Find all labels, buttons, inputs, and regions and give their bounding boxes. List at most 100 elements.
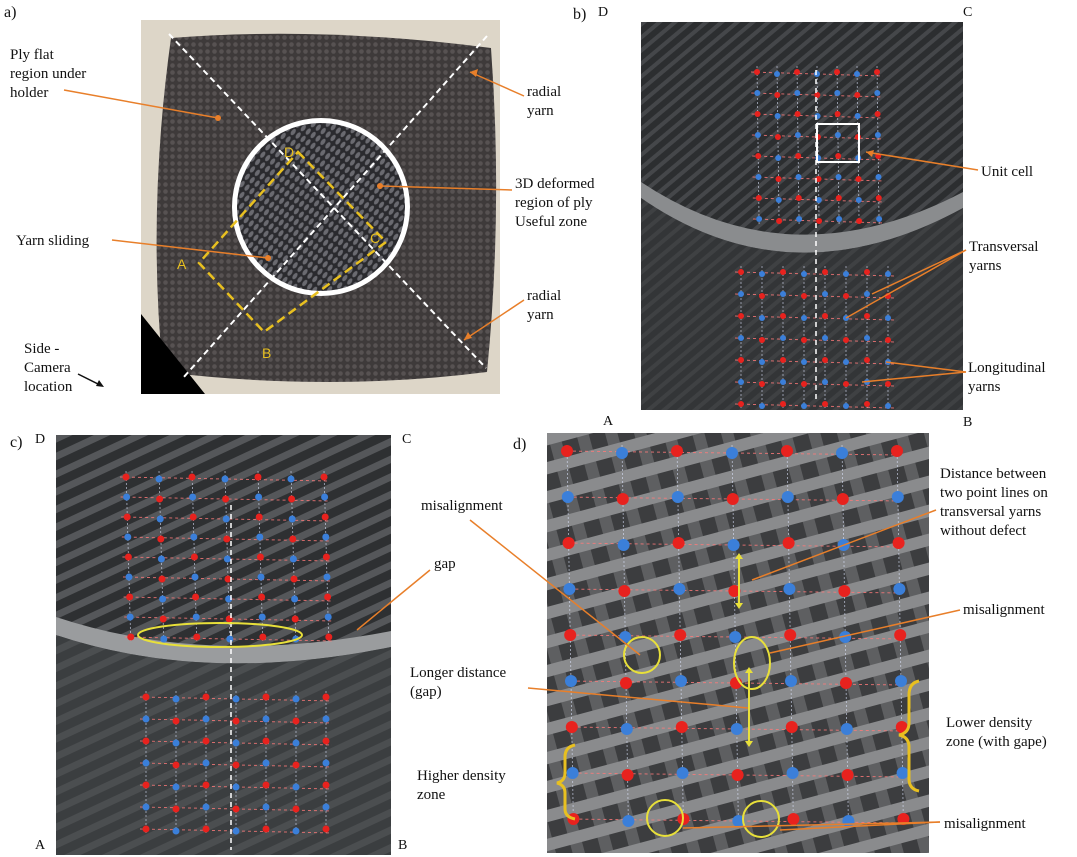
annot-unit-cell: Unit cell: [981, 164, 1034, 180]
blue-marker: [837, 539, 850, 551]
red-marker: [322, 693, 330, 701]
blue-marker: [289, 555, 297, 563]
red-marker: [759, 337, 765, 343]
red-marker: [754, 111, 761, 117]
blue-marker: [738, 379, 744, 385]
red-marker: [738, 357, 744, 363]
blue-marker: [223, 555, 231, 563]
blue-marker: [781, 491, 794, 503]
blue-marker: [322, 715, 330, 723]
red-marker: [254, 473, 262, 481]
red-marker: [262, 781, 270, 789]
red-marker: [885, 381, 891, 387]
panel-b-label: b): [573, 6, 587, 23]
blue-marker: [834, 90, 841, 96]
blue-marker: [759, 359, 765, 365]
red-marker: [895, 721, 908, 733]
blue-marker: [875, 174, 882, 180]
blue-marker: [801, 315, 807, 321]
red-marker: [292, 717, 300, 725]
blue-marker: [864, 291, 870, 297]
red-marker: [856, 218, 863, 224]
blue-marker: [738, 291, 744, 297]
panel-b-photo: [641, 22, 963, 410]
red-marker: [259, 633, 267, 641]
red-marker: [894, 629, 907, 641]
blue-marker: [780, 335, 786, 341]
red-marker: [291, 615, 299, 623]
red-marker: [674, 629, 687, 641]
red-marker: [754, 69, 760, 75]
blue-marker: [190, 533, 198, 541]
blue-marker: [159, 595, 167, 603]
blue-marker: [822, 379, 828, 385]
red-marker: [728, 585, 741, 597]
annot-side-camera: Side - Camera location: [24, 341, 73, 395]
panel-a-photo: [141, 20, 500, 394]
panel-b-corner-d: D: [598, 5, 609, 20]
blue-marker: [801, 271, 807, 277]
blue-marker: [292, 695, 300, 703]
red-marker: [127, 633, 135, 641]
red-marker: [755, 195, 762, 201]
red-marker: [759, 293, 765, 299]
blue-marker: [876, 216, 883, 222]
annot-longer-distance-gap: Longer distance (gap): [410, 665, 507, 700]
blue-marker: [255, 493, 263, 501]
red-marker: [262, 825, 270, 833]
blue-marker: [566, 767, 579, 779]
blue-marker: [843, 271, 849, 277]
red-marker: [126, 593, 134, 601]
red-marker: [232, 805, 240, 813]
blue-marker: [843, 403, 849, 409]
panel-d-photo: [547, 433, 929, 853]
red-marker: [875, 153, 882, 159]
red-marker: [731, 769, 744, 781]
red-marker: [193, 633, 201, 641]
red-marker: [801, 381, 807, 387]
annot-misalignment-bottom: misalignment: [944, 816, 1026, 832]
blue-marker: [561, 491, 574, 503]
red-marker: [816, 218, 823, 224]
red-marker: [202, 693, 210, 701]
red-marker: [794, 111, 801, 117]
red-marker: [891, 445, 903, 457]
red-marker: [671, 445, 683, 457]
blue-marker: [221, 475, 229, 483]
annot-transversal-yarns: Transversal yarns: [969, 239, 1039, 274]
red-marker: [814, 92, 821, 98]
blue-marker: [257, 573, 265, 581]
blue-marker: [754, 132, 761, 138]
red-marker: [324, 593, 332, 601]
red-marker: [755, 153, 762, 159]
red-marker: [738, 401, 744, 407]
red-marker: [322, 781, 330, 789]
red-marker: [864, 269, 870, 275]
blue-marker: [262, 715, 270, 723]
red-marker: [156, 495, 164, 503]
red-marker: [320, 473, 328, 481]
red-marker: [822, 313, 828, 319]
red-marker: [726, 493, 739, 505]
blue-marker: [226, 635, 234, 643]
blue-marker: [864, 379, 870, 385]
red-marker: [142, 693, 150, 701]
red-marker: [840, 677, 852, 689]
red-marker: [190, 553, 198, 561]
red-marker: [157, 535, 165, 543]
panel-d-label: d): [513, 436, 527, 453]
blue-marker: [774, 71, 780, 77]
red-marker: [784, 629, 797, 641]
blue-marker: [172, 695, 180, 703]
red-marker: [759, 381, 765, 387]
panel-c-photo: [56, 435, 391, 855]
red-marker: [321, 513, 329, 521]
annot-misalignment-right: misalignment: [963, 602, 1045, 618]
red-marker: [262, 693, 270, 701]
panel-c-corner-b: B: [398, 838, 408, 853]
panel-b-corner-b: B: [963, 415, 973, 430]
blue-marker: [738, 335, 744, 341]
blue-marker: [262, 759, 270, 767]
blue-marker: [843, 359, 849, 365]
blue-marker: [794, 132, 801, 138]
